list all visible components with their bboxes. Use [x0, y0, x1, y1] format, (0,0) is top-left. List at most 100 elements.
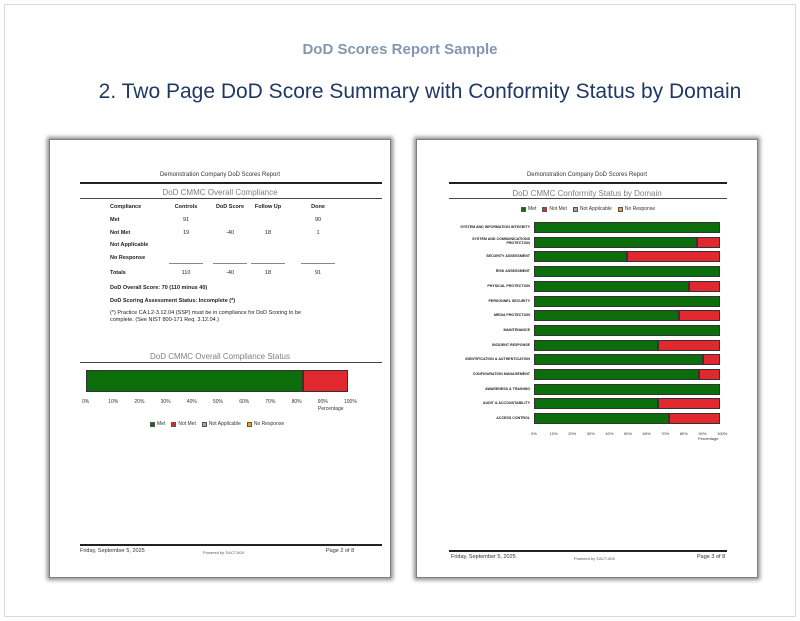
section-rule — [80, 198, 382, 199]
legend-item-no-response: No Response — [246, 421, 285, 427]
bar-not-met — [688, 280, 720, 292]
bar-met — [534, 236, 697, 248]
domain-label: PERSONNEL SECURITY — [488, 298, 530, 303]
domain-chart-legend: Met Not Met Not Applicable No Response — [521, 206, 655, 212]
report-page-2: Demonstration Company DoD Scores Report … — [49, 139, 391, 578]
col-header-done: Done — [311, 204, 325, 210]
bar-met — [534, 324, 720, 336]
x-tick-label: 100% — [344, 399, 357, 405]
page-header: Demonstration Company DoD Scores Report — [526, 172, 648, 178]
row-label-not-met: Not Met — [110, 230, 131, 236]
legend-swatch — [150, 421, 155, 427]
col-header-controls: Controls — [174, 204, 198, 210]
header-rule — [80, 182, 382, 184]
bar-met — [534, 413, 670, 425]
domain-label: RISK ASSESSMENT — [495, 269, 530, 274]
totals-controls: 110 — [181, 270, 191, 276]
footer-date: Friday, September 5, 2025 — [80, 548, 145, 554]
slide-subtitle: DoD Scores Report Sample — [302, 41, 498, 58]
footer-date: Friday, September 5, 2025 — [451, 554, 516, 560]
x-tick-label: 0% — [531, 430, 537, 436]
legend-item-not-applicable: Not Applicable — [201, 421, 241, 427]
x-tick-label: 40% — [605, 430, 614, 436]
footer-powered-by: Powered by ©ACT-800 — [203, 550, 244, 555]
legend-swatch — [171, 421, 177, 427]
overall-chart-legend: Met Not Met Not Applicable No Response — [150, 421, 284, 427]
bar-met — [534, 369, 700, 380]
bar-not-met-overall — [302, 370, 348, 392]
col-header-dod-score: DoD Score — [215, 204, 245, 210]
totals-follow-up: 18 — [264, 270, 272, 276]
legend-item-met: Met — [150, 421, 165, 427]
x-tick-label: 60% — [239, 399, 250, 405]
met-controls: 91 — [182, 217, 190, 223]
legend-swatch — [246, 421, 252, 427]
row-label-met: Met — [110, 217, 120, 223]
x-tick-label: 80% — [679, 430, 688, 436]
total-rule-done — [301, 263, 335, 264]
domain-label: MEDIA PROTECTION — [493, 313, 530, 318]
page-header: Demonstration Company DoD Scores Report — [159, 172, 281, 178]
totals-score: -40 — [226, 270, 234, 276]
legend-label: No Response — [253, 421, 285, 427]
report-page-3: Demonstration Company DoD Scores Report … — [416, 139, 758, 578]
compliance-section-title: DoD CMMC Overall Compliance — [162, 188, 278, 197]
x-tick-label: 90% — [698, 430, 707, 436]
legend-item-not-applicable: Not Applicable — [572, 206, 612, 212]
not-met-follow-up: 18 — [264, 230, 272, 236]
x-tick-label: 50% — [213, 399, 224, 405]
x-tick-label: 0% — [82, 399, 90, 405]
col-header-compliance: Compliance — [110, 204, 142, 210]
domain-label: AUDIT & ACCOUNTABILITY — [482, 401, 530, 406]
x-tick-label: 30% — [160, 399, 171, 405]
footer-powered-by: Powered by ©ACT-800 — [574, 556, 615, 561]
legend-swatch — [521, 206, 526, 212]
bar-not-met — [627, 251, 720, 263]
total-rule-controls — [169, 263, 203, 264]
note-line-2: complete. (See NIST 800-171 Req. 3.12.04… — [110, 317, 220, 323]
domain-label: ACCESS CONTROL — [496, 416, 530, 421]
bar-met — [534, 280, 689, 292]
x-tick-label: 100% — [717, 430, 728, 436]
x-tick-label: 90% — [317, 399, 328, 405]
note-line-1: (*) Practice CA.L2-3.12.04 (SSP) must be… — [110, 310, 302, 316]
total-rule-score — [213, 263, 247, 264]
x-tick-label: 50% — [624, 430, 633, 436]
bar-met-overall — [86, 370, 303, 392]
not-met-controls: 19 — [182, 230, 190, 236]
row-label-not-applicable: Not Applicable — [110, 242, 149, 248]
col-header-follow-up: Follow Up — [254, 204, 282, 210]
x-tick-label: 60% — [642, 430, 651, 436]
x-tick-label: 20% — [134, 399, 145, 405]
footer-page-number: Page 3 of 8 — [697, 554, 726, 560]
x-tick-label: 20% — [568, 430, 577, 436]
legend-item-not-met: Not Met — [542, 206, 567, 212]
legend-item-met: Met — [521, 206, 536, 212]
section-rule — [449, 198, 727, 199]
x-tick-label: 70% — [265, 399, 276, 405]
domain-label: IDENTIFICATION & AUTHENTICATION — [465, 357, 530, 362]
x-tick-label: 40% — [186, 399, 197, 405]
x-tick-label: 10% — [108, 399, 119, 405]
legend-swatch — [572, 206, 578, 212]
x-tick-label: 80% — [291, 399, 302, 405]
legend-label: Not Met — [178, 421, 196, 427]
bar-not-met — [699, 369, 720, 380]
assessment-status: DoD Scoring Assessment Status: Incomplet… — [110, 298, 236, 304]
bar-met — [534, 251, 627, 263]
row-label-no-response: No Response — [110, 255, 146, 261]
legend-label: Met — [157, 421, 166, 427]
overall-x-axis-label: Percentage — [318, 406, 344, 412]
row-label-totals: Totals — [110, 270, 126, 276]
bar-met — [534, 339, 659, 351]
overall-score: DoD Overall Score: 70 (110 minus 40) — [110, 285, 208, 291]
domain-label: AWARENESS & TRAINING — [485, 386, 530, 391]
bar-not-met — [678, 310, 720, 322]
domain-x-axis-label: Percentage — [698, 436, 719, 441]
footer-rule — [80, 544, 382, 546]
bar-met — [534, 383, 720, 395]
legend-swatch — [201, 421, 207, 427]
bar-met — [534, 310, 679, 322]
bar-met — [534, 266, 720, 278]
legend-item-no-response: No Response — [617, 206, 655, 212]
